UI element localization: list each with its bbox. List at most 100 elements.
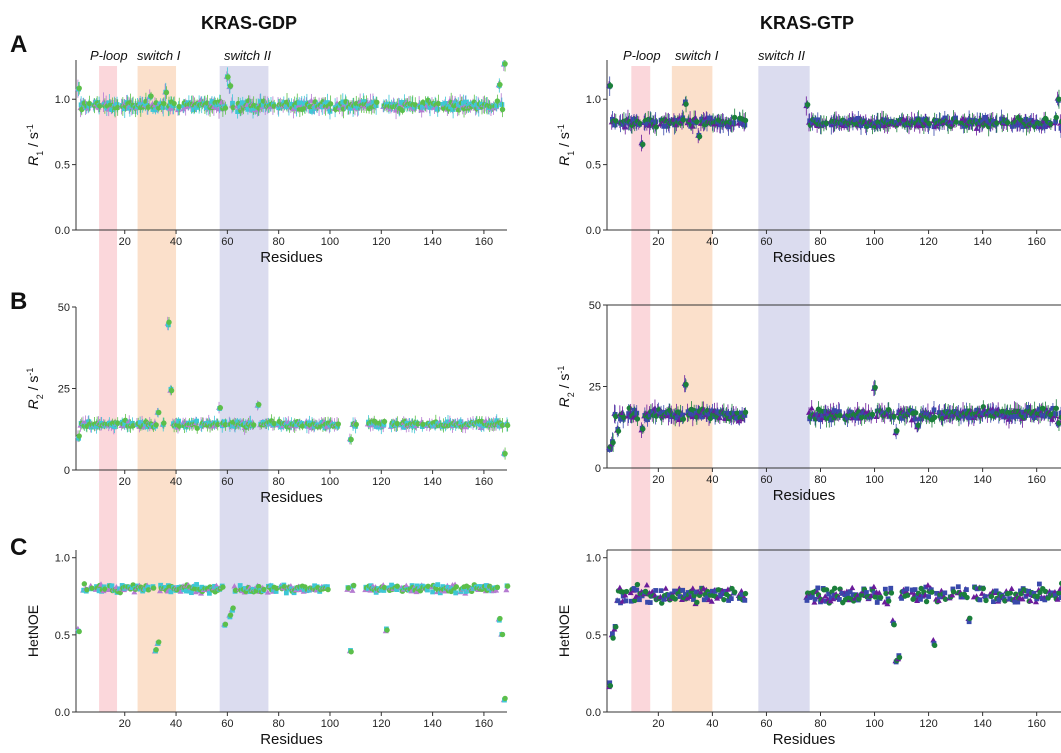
data-point-triangle xyxy=(413,588,420,595)
data-point-square xyxy=(309,108,315,114)
data-point-square xyxy=(731,410,737,416)
data-point-circle xyxy=(394,420,401,427)
data-point-square xyxy=(815,412,821,418)
data-point-square xyxy=(815,117,821,123)
region-label-switch-ii-gtp: switch II xyxy=(758,48,805,63)
data-point-circle xyxy=(1058,414,1061,420)
y-axis-title: R2 / s-1 xyxy=(556,366,576,408)
data-point-square xyxy=(653,588,659,593)
data-point-triangle xyxy=(462,423,469,430)
x-tick-label: 140 xyxy=(423,718,441,730)
x-tick-label: 20 xyxy=(652,718,664,730)
data-point-circle xyxy=(227,612,234,618)
data-point-square xyxy=(1031,415,1037,420)
data-point-square xyxy=(728,596,734,602)
data-point-square xyxy=(847,589,853,595)
data-point-triangle xyxy=(870,583,877,590)
data-point-square xyxy=(812,596,818,602)
data-point-square xyxy=(991,599,996,605)
data-point-triangle xyxy=(403,582,410,589)
data-point-square xyxy=(1031,590,1037,596)
data-point-circle xyxy=(233,587,239,594)
x-tick-label: 80 xyxy=(273,718,285,730)
data-point-circle xyxy=(734,410,741,416)
data-point-circle xyxy=(896,654,903,661)
data-point-square xyxy=(985,118,991,124)
data-point-triangle xyxy=(973,125,980,131)
y-tick-label: 1.0 xyxy=(55,553,70,565)
data-point-square xyxy=(445,584,451,590)
data-point-square xyxy=(626,411,632,417)
data-point-square xyxy=(939,594,945,600)
data-point-square xyxy=(823,409,829,415)
data-point-circle xyxy=(731,589,738,595)
data-point-square xyxy=(150,107,156,112)
data-point-square xyxy=(809,594,815,600)
data-point-square xyxy=(974,407,980,413)
data-point-circle xyxy=(1056,590,1061,596)
data-point-square xyxy=(230,100,235,106)
data-point-triangle xyxy=(935,597,942,603)
data-point-square xyxy=(693,589,699,595)
data-point-square xyxy=(982,594,988,599)
data-point-triangle xyxy=(716,414,723,421)
data-point-square xyxy=(631,586,637,591)
data-point-square xyxy=(1053,411,1058,417)
data-point-circle xyxy=(980,585,987,592)
data-point-square xyxy=(183,588,189,594)
data-point-circle xyxy=(76,433,82,439)
data-point-square xyxy=(961,123,967,129)
data-point-circle xyxy=(742,117,749,124)
data-point-square xyxy=(235,419,241,425)
data-point-square xyxy=(993,588,999,594)
data-point-square xyxy=(158,582,164,588)
x-tick-label: 40 xyxy=(706,236,718,248)
data-point-circle xyxy=(1002,598,1008,604)
data-point-circle xyxy=(230,104,236,111)
data-point-triangle xyxy=(1033,598,1040,605)
data-point-triangle xyxy=(1008,585,1015,592)
data-point-square xyxy=(1015,414,1021,419)
data-point-square xyxy=(366,103,371,109)
data-point-circle xyxy=(81,581,88,587)
data-point-square xyxy=(245,106,251,112)
data-point-square xyxy=(950,586,956,592)
data-point-square xyxy=(96,588,102,594)
y-axis-title: R1 / s-1 xyxy=(25,124,45,166)
data-point-square xyxy=(731,120,737,126)
data-point-circle xyxy=(653,124,660,130)
data-point-square xyxy=(494,418,500,424)
data-point-circle xyxy=(983,597,989,604)
data-point-square xyxy=(850,592,856,598)
data-point-square xyxy=(163,585,169,590)
data-point-circle xyxy=(696,133,703,140)
data-point-circle xyxy=(253,588,259,594)
y-tick-label: 0.0 xyxy=(55,225,70,237)
data-point-square xyxy=(661,596,667,602)
data-point-square xyxy=(991,118,996,124)
data-point-square xyxy=(165,322,171,328)
x-tick-label: 160 xyxy=(1027,718,1045,730)
data-point-square xyxy=(1020,124,1026,129)
data-point-circle xyxy=(610,635,616,641)
data-point-square xyxy=(1012,599,1018,605)
data-point-circle xyxy=(420,421,426,428)
data-point-square xyxy=(653,119,659,125)
data-point-circle xyxy=(274,585,280,591)
data-point-circle xyxy=(502,450,508,457)
data-point-circle xyxy=(1056,96,1061,102)
data-point-square xyxy=(845,591,850,597)
data-point-circle xyxy=(256,583,262,590)
x-tick-label: 20 xyxy=(652,474,664,486)
data-point-circle xyxy=(915,422,922,428)
data-point-square xyxy=(348,105,353,111)
data-point-square xyxy=(704,595,710,601)
data-point-square xyxy=(1045,122,1050,128)
region-label-p-loop-gdp: P-loop xyxy=(90,48,128,63)
data-point-square xyxy=(680,587,686,593)
x-tick-label: 80 xyxy=(273,476,285,488)
x-tick-label: 120 xyxy=(372,718,390,730)
data-point-circle xyxy=(84,586,90,593)
data-point-triangle xyxy=(689,585,696,591)
data-point-circle xyxy=(742,590,749,597)
